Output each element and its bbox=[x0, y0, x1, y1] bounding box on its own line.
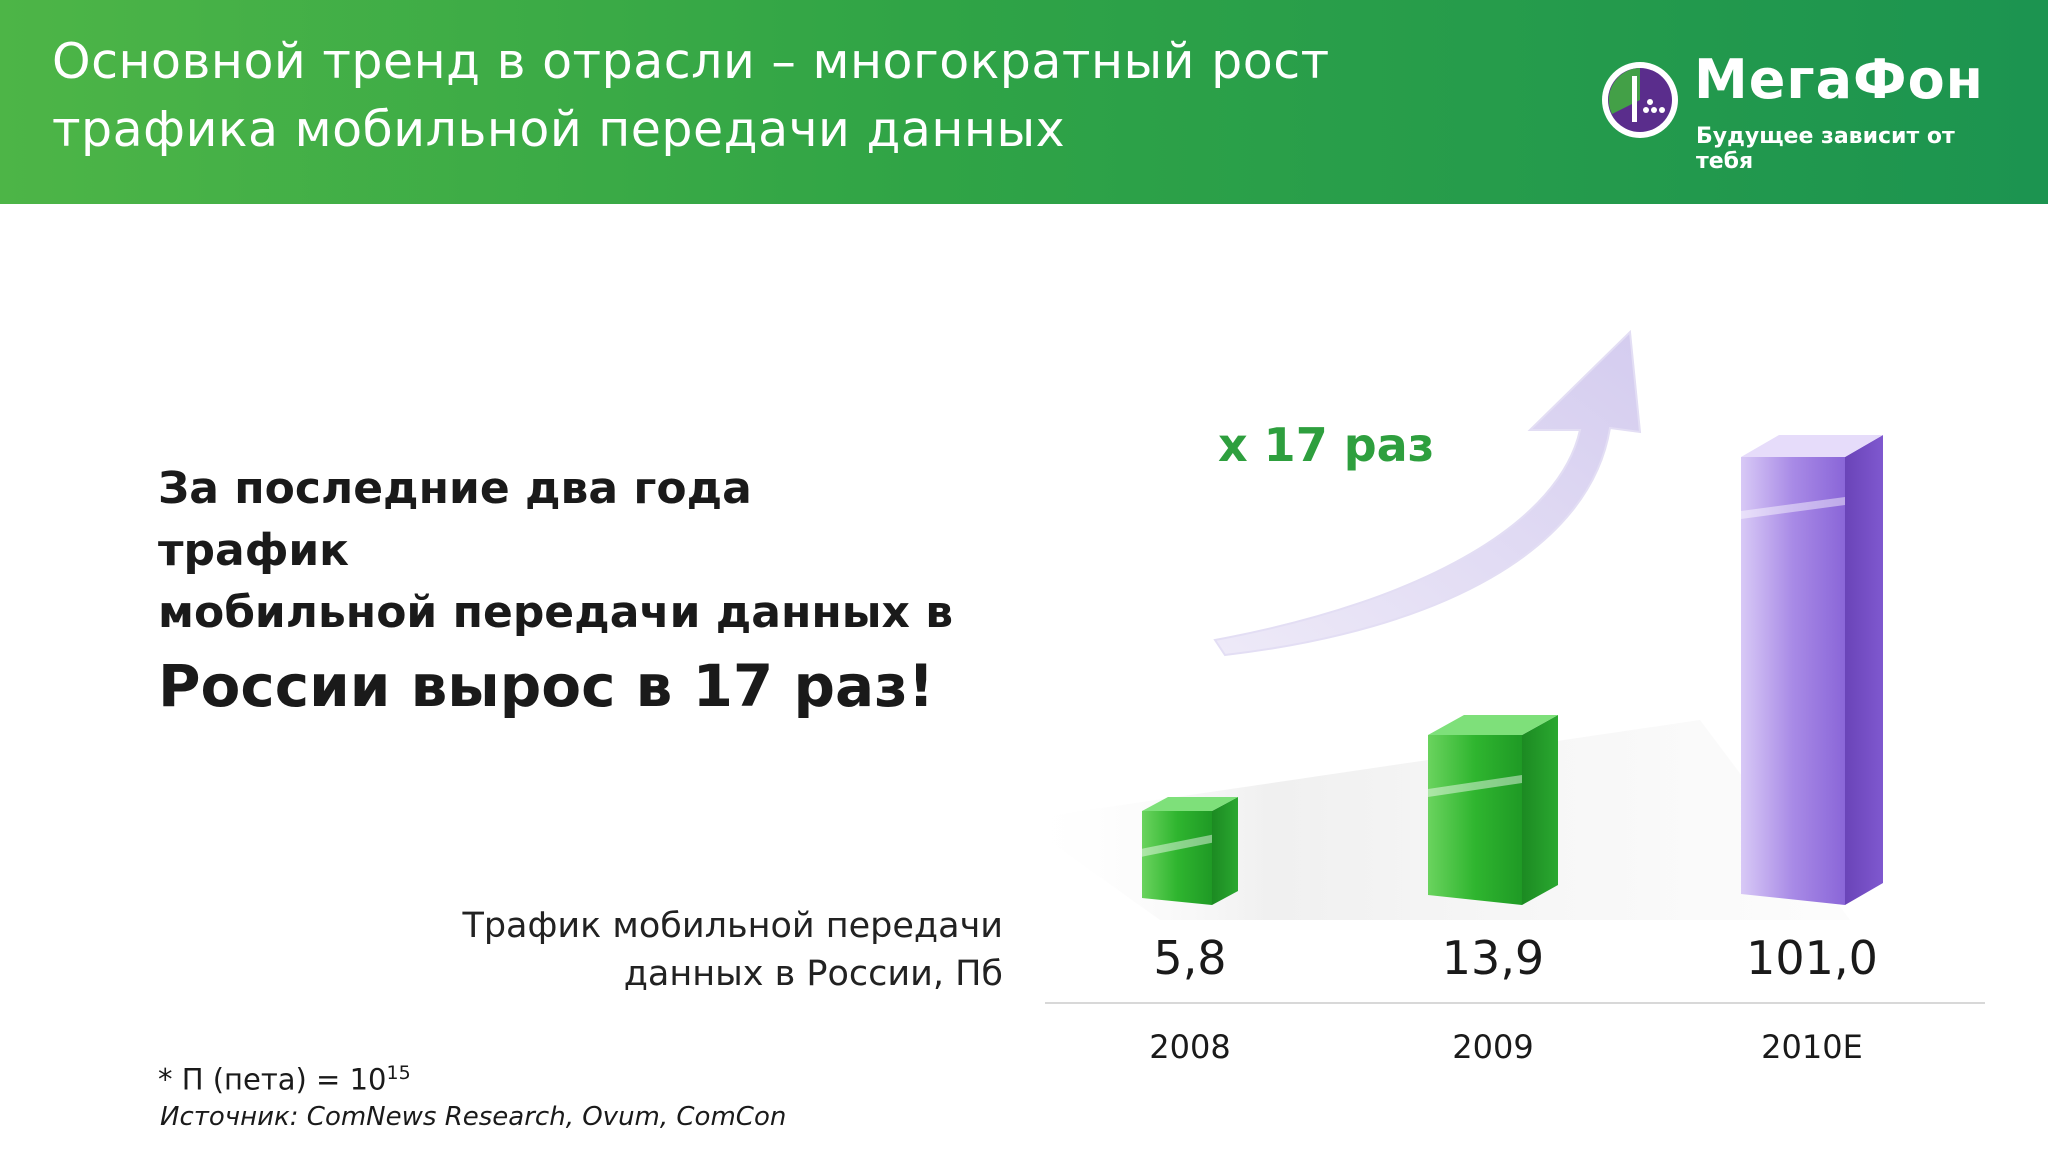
bar-side-face bbox=[1522, 715, 1558, 905]
chart-label-line-2: данных в России, Пб bbox=[623, 954, 1003, 994]
bar-2010E bbox=[1741, 435, 1883, 905]
value-label-2008: 5,8 bbox=[1153, 931, 1226, 985]
logo-wordmark: МегаФон bbox=[1694, 48, 1984, 111]
lead-line-3: России вырос в 17 раз! bbox=[158, 652, 935, 720]
bar-2008 bbox=[1142, 797, 1238, 905]
bar-side-face bbox=[1845, 435, 1883, 905]
header-banner: Основной тренд в отрасли – многократный … bbox=[0, 0, 2048, 204]
megafon-logo: МегаФон Будущее зависит от тебя bbox=[1598, 48, 2008, 174]
category-labels: 2008 2009 2010E bbox=[1149, 1028, 1863, 1066]
value-label-2009: 13,9 bbox=[1442, 931, 1544, 985]
page-title-line-2: трафика мобильной передачи данных bbox=[52, 101, 1066, 158]
category-label-2010E: 2010E bbox=[1761, 1028, 1863, 1066]
growth-multiplier-label: x 17 раз bbox=[1218, 418, 1435, 472]
bar-highlight bbox=[1741, 497, 1845, 519]
footnote: * П (пета) = 1015 bbox=[158, 1062, 411, 1097]
value-label-2010E: 101,0 bbox=[1746, 931, 1878, 985]
chart-label-line-1: Трафик мобильной передачи bbox=[462, 906, 1003, 946]
bar-side-face bbox=[1212, 797, 1238, 905]
bar-highlight bbox=[1428, 775, 1522, 797]
lead-line-1: За последние два года трафик bbox=[158, 463, 752, 576]
bar-2009 bbox=[1428, 715, 1558, 905]
bar-front-face bbox=[1142, 811, 1212, 905]
bar-top-face bbox=[1428, 715, 1558, 735]
lead-statement: За последние два года трафик мобильной п… bbox=[158, 458, 958, 726]
growth-arrow-icon bbox=[1213, 329, 1642, 657]
category-label-2009: 2009 bbox=[1452, 1028, 1533, 1066]
lead-line-2: мобильной передачи данных в bbox=[158, 587, 954, 638]
page-title: Основной тренд в отрасли – многократный … bbox=[52, 28, 1352, 164]
category-label-2008: 2008 bbox=[1149, 1028, 1230, 1066]
value-labels: 5,8 13,9 101,0 bbox=[1153, 931, 1877, 985]
chart-y-label: Трафик мобильной передачи данных в Росси… bbox=[420, 902, 1003, 998]
footnote-exponent: 15 bbox=[386, 1062, 411, 1084]
bar-front-face bbox=[1741, 457, 1845, 905]
logo-tagline: Будущее зависит от тебя bbox=[1696, 124, 1955, 174]
bar-top-face bbox=[1142, 797, 1238, 811]
megafon-logo-icon bbox=[1602, 62, 1678, 138]
bars-layer bbox=[1142, 435, 1883, 905]
bar-front-face bbox=[1428, 735, 1522, 905]
page-title-line-1: Основной тренд в отрасли – многократный … bbox=[52, 33, 1330, 90]
source-note: Источник: ComNews Research, Ovum, ComCon bbox=[160, 1102, 787, 1132]
bar-top-face bbox=[1741, 435, 1883, 457]
bar-highlight bbox=[1142, 834, 1212, 857]
footnote-text: * П (пета) = 10 bbox=[158, 1062, 387, 1097]
